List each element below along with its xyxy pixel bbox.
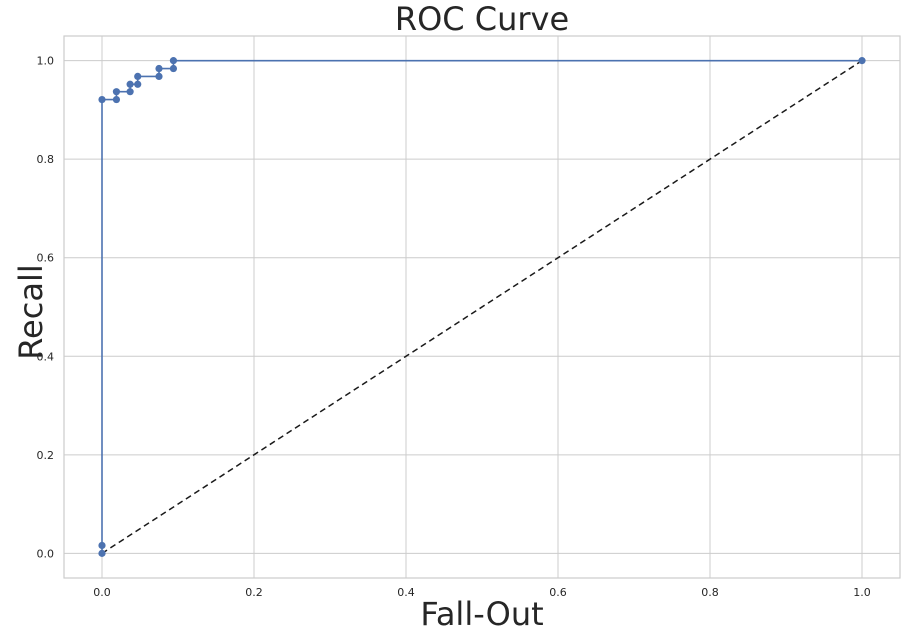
grid-lines [64, 36, 900, 578]
plot-frame [63, 35, 901, 579]
roc-point [155, 64, 163, 73]
chart-title: ROC Curve [395, 0, 569, 38]
roc-point [98, 541, 106, 550]
roc-point [98, 549, 106, 557]
y-tick-label: 0.6 [37, 252, 55, 265]
y-tick-label: 0.8 [37, 153, 55, 166]
x-tick-label: 0.4 [397, 586, 415, 599]
roc-point [112, 88, 121, 96]
roc-point [169, 57, 178, 65]
x-axis-label: Fall-Out [420, 595, 543, 633]
tick-labels: 0.0 0.2 0.4 0.6 0.8 1.0 0.0 0.2 0.4 0.6 0.8 1.0 [37, 55, 871, 599]
roc-point [155, 72, 163, 81]
x-tick-label: 0.6 [549, 586, 567, 599]
x-tick-label: 0.2 [245, 586, 263, 599]
roc-point [134, 80, 142, 88]
roc-point [126, 88, 134, 96]
x-tick-label: 0.8 [701, 586, 719, 599]
roc-point [134, 72, 142, 81]
y-tick-label: 0.2 [37, 449, 55, 462]
roc-point [112, 95, 121, 104]
y-tick-label: 0.0 [37, 547, 55, 560]
roc-point [169, 64, 178, 73]
series-group [98, 57, 866, 557]
x-tick-label: 1.0 [853, 586, 871, 599]
roc-point [98, 95, 106, 104]
y-axis-label: Recall [12, 264, 50, 359]
x-tick-label: 0.0 [93, 586, 111, 599]
diagonal-reference-line [101, 60, 863, 554]
roc-point [126, 80, 134, 88]
roc-point [858, 57, 866, 65]
y-tick-label: 1.0 [37, 55, 55, 68]
y-tick-label: 0.4 [37, 350, 55, 363]
